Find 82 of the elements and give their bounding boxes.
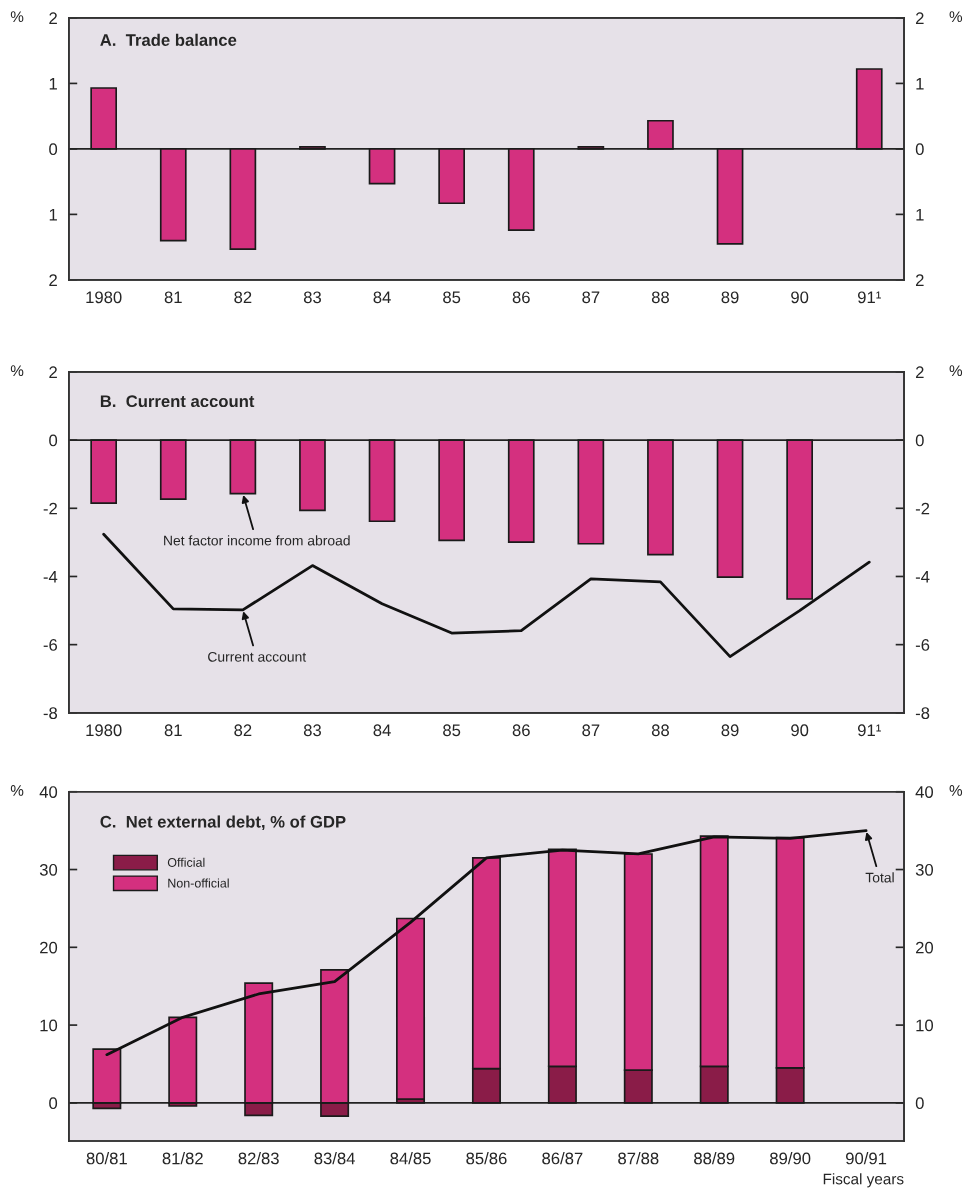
text: A. Trade balance bbox=[100, 33, 237, 46]
y-axis-title: % bbox=[10, 11, 24, 22]
y-tick-label: -6 bbox=[43, 639, 58, 651]
x-axis-title: Fiscal years bbox=[823, 1173, 904, 1188]
x-tick-label: 81 bbox=[164, 291, 182, 304]
x-tick-label: 85 bbox=[443, 724, 461, 737]
y-tick-label: 0 bbox=[49, 143, 58, 156]
x-tick-label: 83 bbox=[303, 724, 321, 737]
x-tick-label: 88/89 bbox=[694, 1152, 735, 1165]
x-tick-label: 90/91 bbox=[846, 1152, 887, 1165]
annotation: Total bbox=[865, 872, 894, 883]
x-tick-label: 87/88 bbox=[618, 1152, 659, 1165]
x-tick-label: 87 bbox=[582, 291, 600, 304]
y-tick-label: 0 bbox=[49, 434, 58, 447]
y2-axis-title: % bbox=[949, 785, 963, 796]
annotation: Current account bbox=[208, 651, 307, 662]
x-tick-label: 84 bbox=[373, 724, 391, 737]
y2-tick-label: -2 bbox=[915, 502, 930, 515]
y2-tick-label: 2 bbox=[915, 366, 924, 378]
x-tick-label: 86/87 bbox=[542, 1152, 583, 1165]
annotation: Net factor income from abroad bbox=[164, 535, 350, 546]
y2-tick-label: 30 bbox=[915, 863, 934, 876]
y2-tick-label: 0 bbox=[915, 1097, 924, 1110]
x-tick-label: 86 bbox=[512, 291, 530, 304]
y-tick-label: -8 bbox=[43, 707, 58, 720]
x-tick-label: 1980 bbox=[86, 291, 122, 304]
y2-axis-title: % bbox=[949, 365, 963, 376]
x-tick-label: 80/81 bbox=[86, 1152, 127, 1165]
y2-tick-label: -8 bbox=[915, 707, 930, 720]
x-tick-label: 83/84 bbox=[314, 1152, 355, 1165]
x-tick-label: 85/86 bbox=[466, 1152, 507, 1165]
y2-tick-label: 2 bbox=[915, 12, 924, 24]
legend-label: Non-official bbox=[168, 878, 229, 888]
x-tick-label: 82 bbox=[234, 724, 252, 737]
x-tick-label: 1980 bbox=[86, 724, 122, 737]
y2-tick-label: 0 bbox=[915, 143, 924, 156]
y-tick-label: 20 bbox=[40, 941, 58, 954]
legend-label: Official bbox=[167, 857, 205, 867]
x-tick-label: 86 bbox=[512, 724, 530, 737]
x-tick-label: 89 bbox=[721, 291, 739, 304]
y2-axis-title: % bbox=[949, 11, 963, 22]
x-tick-label: 83 bbox=[303, 291, 321, 304]
y-axis-title: % bbox=[10, 785, 24, 796]
y-tick-label: 0 bbox=[49, 1097, 58, 1110]
text: C. Net external debt, % of GDP bbox=[100, 815, 346, 831]
x-tick-label: 82/83 bbox=[238, 1152, 279, 1165]
y2-tick-label: 40 bbox=[915, 786, 934, 798]
y2-tick-label: 1 bbox=[916, 208, 924, 221]
x-tick-label: 81/82 bbox=[162, 1152, 203, 1165]
x-tick-label: 90 bbox=[791, 291, 809, 304]
y2-tick-label: 1 bbox=[916, 77, 924, 90]
y2-tick-label: 20 bbox=[915, 941, 934, 954]
y-tick-label: -2 bbox=[43, 502, 57, 515]
y2-tick-label: 10 bbox=[916, 1019, 934, 1032]
x-tick-label: 82 bbox=[234, 291, 252, 304]
y2-tick-label: 2 bbox=[915, 274, 924, 286]
x-tick-label: 88 bbox=[651, 724, 669, 737]
x-tick-label: 85 bbox=[443, 291, 461, 304]
y-tick-label: 2 bbox=[49, 274, 57, 286]
y2-tick-label: -4 bbox=[915, 571, 930, 583]
y-tick-label: 30 bbox=[39, 863, 58, 876]
y-tick-label: 40 bbox=[39, 786, 58, 798]
y-tick-label: 2 bbox=[49, 366, 57, 378]
y-tick-label: 10 bbox=[40, 1019, 58, 1032]
x-tick-label: 81 bbox=[164, 724, 182, 737]
y-tick-label: 1 bbox=[49, 77, 57, 90]
x-tick-label: 89 bbox=[721, 724, 739, 737]
x-tick-label: 89/90 bbox=[770, 1152, 811, 1165]
y2-tick-label: 0 bbox=[915, 434, 924, 447]
text: B. Current account bbox=[100, 395, 255, 408]
x-tick-label: 87 bbox=[582, 724, 600, 737]
x-tick-label: 84 bbox=[373, 291, 391, 304]
x-tick-label: 84/85 bbox=[390, 1152, 431, 1165]
y-tick-label: 1 bbox=[49, 208, 57, 221]
y-axis-title: % bbox=[10, 365, 24, 376]
y2-tick-label: -6 bbox=[915, 639, 930, 651]
y-tick-label: 2 bbox=[49, 12, 57, 24]
x-tick-label: 90 bbox=[791, 724, 809, 737]
y-tick-label: -4 bbox=[43, 571, 58, 583]
x-tick-label: 91¹ bbox=[857, 724, 881, 737]
x-tick-label: 88 bbox=[651, 291, 669, 304]
x-tick-label: 91¹ bbox=[857, 291, 881, 304]
